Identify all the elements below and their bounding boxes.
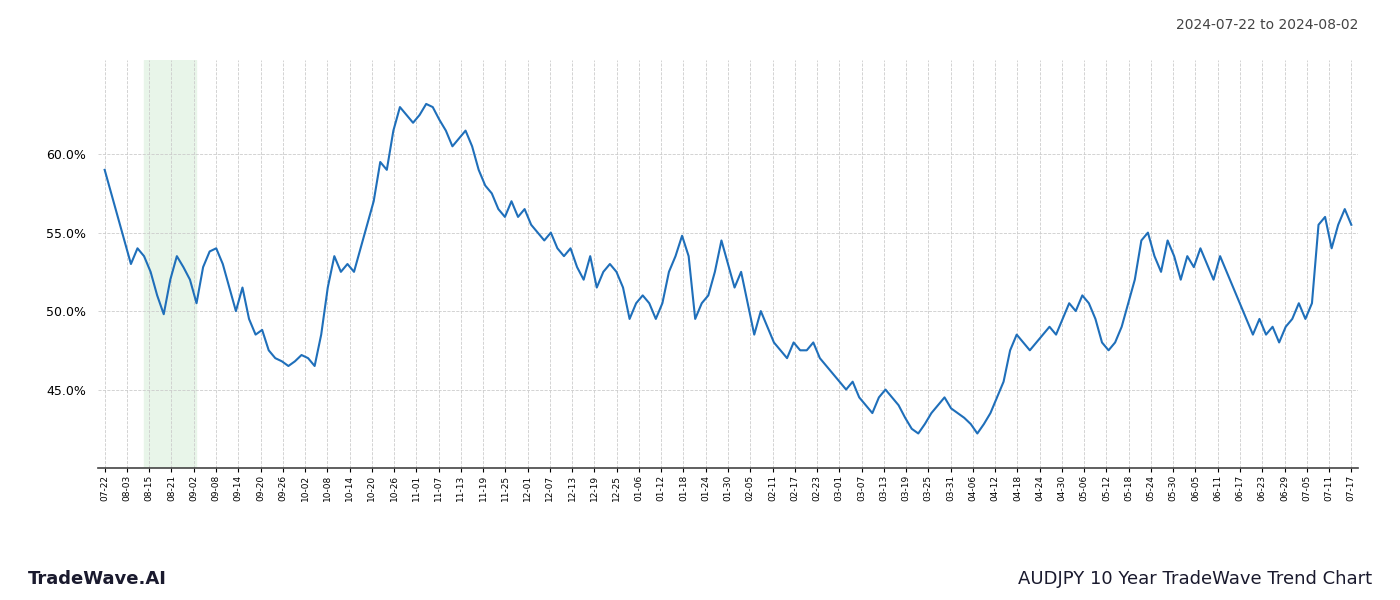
Text: TradeWave.AI: TradeWave.AI	[28, 570, 167, 588]
Text: 2024-07-22 to 2024-08-02: 2024-07-22 to 2024-08-02	[1176, 18, 1358, 32]
Text: AUDJPY 10 Year TradeWave Trend Chart: AUDJPY 10 Year TradeWave Trend Chart	[1018, 570, 1372, 588]
Bar	[144, 60, 196, 468]
